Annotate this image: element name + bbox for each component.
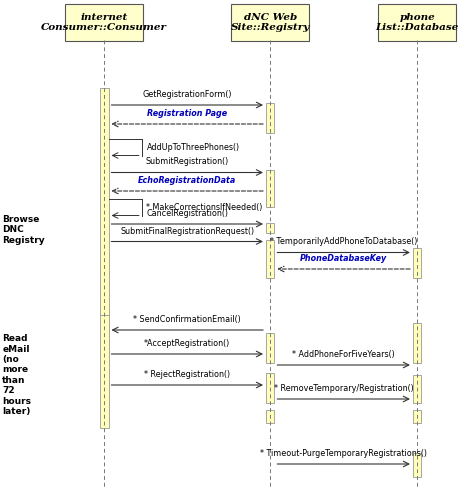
Bar bbox=[413, 248, 421, 278]
Bar bbox=[266, 410, 274, 422]
Text: * SendConfirmationEmail(): * SendConfirmationEmail() bbox=[133, 315, 241, 324]
FancyBboxPatch shape bbox=[231, 4, 309, 41]
Text: * MakeCorrectionsIfNeeded(): * MakeCorrectionsIfNeeded() bbox=[146, 203, 263, 212]
Text: Registration Page: Registration Page bbox=[147, 109, 228, 118]
Bar bbox=[413, 452, 421, 477]
Text: phone
List::Database: phone List::Database bbox=[375, 13, 459, 32]
FancyBboxPatch shape bbox=[378, 4, 456, 41]
Bar bbox=[266, 332, 274, 362]
Text: PhoneDatabaseKey: PhoneDatabaseKey bbox=[300, 254, 387, 263]
Bar bbox=[100, 88, 109, 315]
Text: EchoRegistrationData: EchoRegistrationData bbox=[138, 176, 237, 185]
Text: internet
Consumer::Consumer: internet Consumer::Consumer bbox=[41, 13, 167, 32]
Text: * RejectRegistration(): * RejectRegistration() bbox=[144, 370, 230, 379]
Bar bbox=[266, 240, 274, 278]
Bar bbox=[266, 170, 274, 207]
Text: CancelRegistration(): CancelRegistration() bbox=[146, 209, 228, 218]
Text: * AddPhoneForFiveYears(): * AddPhoneForFiveYears() bbox=[292, 350, 395, 359]
Text: * RemoveTemporary/Registration(): * RemoveTemporary/Registration() bbox=[274, 384, 413, 393]
Text: * TemporarilyAddPhoneToDatabase(): * TemporarilyAddPhoneToDatabase() bbox=[270, 238, 417, 246]
Text: *AcceptRegistration(): *AcceptRegistration() bbox=[144, 339, 230, 348]
Bar bbox=[413, 410, 421, 422]
Text: SubmitFinalRegistrationRequest(): SubmitFinalRegistrationRequest() bbox=[120, 226, 254, 235]
Text: Browse
DNC
Registry: Browse DNC Registry bbox=[2, 215, 45, 245]
Bar bbox=[100, 315, 109, 428]
Bar bbox=[266, 222, 274, 232]
Bar bbox=[266, 102, 274, 132]
Text: dNC Web
Site::Registry: dNC Web Site::Registry bbox=[230, 13, 310, 32]
Text: SubmitRegistration(): SubmitRegistration() bbox=[146, 158, 229, 166]
Text: GetRegistrationForm(): GetRegistrationForm() bbox=[143, 90, 232, 99]
Bar bbox=[413, 322, 421, 362]
Text: AddUpToThreePhones(): AddUpToThreePhones() bbox=[146, 143, 239, 152]
Bar bbox=[266, 372, 274, 402]
Bar bbox=[413, 375, 421, 402]
FancyBboxPatch shape bbox=[65, 4, 143, 41]
Text: Read
eMail
(no
more
than
72
hours
later): Read eMail (no more than 72 hours later) bbox=[2, 334, 31, 416]
Text: * Timeout-PurgeTemporaryRegistrations(): * Timeout-PurgeTemporaryRegistrations() bbox=[260, 449, 427, 458]
